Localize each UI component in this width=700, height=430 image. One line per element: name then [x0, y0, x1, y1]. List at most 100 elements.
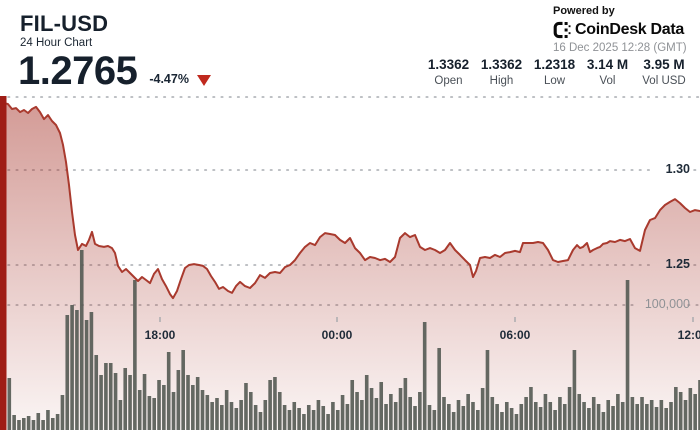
stat-low: 1.2318 Low	[528, 57, 581, 87]
volume-bar	[273, 377, 277, 430]
stat-low-value: 1.2318	[533, 57, 576, 72]
volume-bar	[543, 394, 548, 430]
volume-bar	[379, 382, 384, 430]
volume-bar	[316, 400, 321, 430]
volume-bar	[360, 400, 364, 430]
stat-volume-value: 3.14 M	[586, 57, 629, 72]
volume-bar	[287, 410, 292, 430]
volume-bar	[65, 315, 70, 430]
volume-axis-label: 100,000	[644, 297, 690, 311]
volume-bar	[99, 375, 103, 430]
price-area-fill	[0, 101, 700, 430]
volume-bar	[398, 388, 403, 430]
price-axis-label: 1.30	[665, 162, 690, 176]
volume-bar	[258, 412, 263, 430]
time-axis-label: 06:00	[499, 328, 531, 342]
volume-bar	[234, 408, 239, 430]
volume-bar	[355, 392, 359, 430]
volume-bar	[263, 400, 268, 430]
volume-bar	[297, 408, 301, 430]
volume-bar	[678, 392, 683, 430]
x-axis-tick	[336, 317, 338, 322]
volume-bar	[326, 414, 330, 430]
volume-bar	[340, 395, 345, 430]
current-price: 1.2765	[18, 49, 138, 93]
volume-bar	[118, 400, 123, 430]
stat-high-value: 1.3362	[480, 57, 523, 72]
volume-bar	[195, 377, 200, 430]
volume-bar	[393, 402, 398, 430]
volume-bar	[133, 280, 137, 430]
volume-bar	[437, 348, 441, 430]
volume-bar	[611, 406, 615, 430]
stat-volume-usd: 3.95 M Vol USD	[634, 57, 694, 87]
stat-high-label: High	[489, 75, 514, 87]
branding-block: Powered by CoinDesk Data 16 Dec 2025 12:…	[553, 5, 700, 54]
volume-bar	[17, 420, 21, 430]
volume-bar	[533, 402, 538, 430]
volume-bar	[625, 280, 630, 430]
stat-low-label: Low	[543, 75, 566, 87]
volume-bar	[480, 388, 485, 430]
volume-bar	[582, 402, 586, 430]
volume-bar	[277, 392, 282, 430]
volume-bar	[26, 416, 31, 430]
volume-bar	[374, 398, 379, 430]
volume-bar	[104, 363, 108, 430]
volume-bar	[41, 420, 45, 430]
volume-bar	[171, 392, 176, 430]
volume-bar	[152, 398, 156, 430]
current-price-row: 1.2765 -4.47%	[18, 50, 211, 92]
volume-bar	[427, 405, 432, 430]
volume-bar	[403, 378, 408, 430]
volume-bar	[55, 414, 60, 430]
volume-bar	[529, 387, 533, 430]
volume-bar	[471, 402, 475, 430]
volume-bar	[601, 412, 606, 430]
volume-bar	[577, 394, 582, 430]
volume-bar	[567, 387, 572, 430]
volume-bar	[239, 400, 243, 430]
down-arrow-icon	[196, 75, 211, 86]
volume-bar	[50, 418, 55, 430]
volume-bar	[490, 397, 495, 430]
volume-bar	[181, 350, 185, 430]
volume-bar	[302, 414, 306, 430]
volume-bar	[46, 410, 50, 430]
volume-bar	[514, 414, 519, 430]
volume-bar	[620, 402, 625, 430]
volume-bar	[461, 406, 466, 430]
coindesk-data-logo[interactable]: CoinDesk Data	[553, 21, 700, 39]
volume-bar	[335, 410, 340, 430]
volume-bar	[562, 404, 567, 430]
volume-bar	[664, 408, 668, 430]
price-line	[0, 100, 700, 300]
powered-by-label: Powered by	[553, 5, 615, 17]
volume-bar	[311, 410, 316, 430]
volume-bar	[683, 400, 688, 430]
volume-bar	[200, 390, 205, 430]
stat-open-value: 1.3362	[427, 57, 470, 72]
stat-volume-label: Vol	[599, 75, 616, 87]
time-axis-label: 12:00	[677, 328, 700, 342]
volume-bar	[89, 312, 94, 430]
volume-bar	[669, 402, 673, 430]
chart-period-subtitle: 24 Hour Chart	[20, 37, 93, 49]
volume-bar	[519, 404, 524, 430]
x-axis-tick	[692, 317, 694, 322]
volume-bar	[364, 375, 369, 430]
volume-bar	[21, 418, 26, 430]
volume-bar	[645, 404, 649, 430]
volume-bar	[244, 383, 248, 430]
volume-bar	[389, 394, 393, 430]
stat-volume-usd-value: 3.95 M	[643, 57, 685, 72]
volume-bar	[553, 410, 557, 430]
volume-bar	[447, 404, 451, 430]
volume-bar	[113, 373, 118, 430]
volume-bar	[162, 385, 166, 430]
quote-timestamp: 16 Dec 2025 12:28 (GMT)	[553, 42, 687, 54]
volume-bar	[422, 322, 427, 430]
volume-bar	[7, 378, 12, 430]
time-axis-label: 18:00	[144, 328, 176, 342]
